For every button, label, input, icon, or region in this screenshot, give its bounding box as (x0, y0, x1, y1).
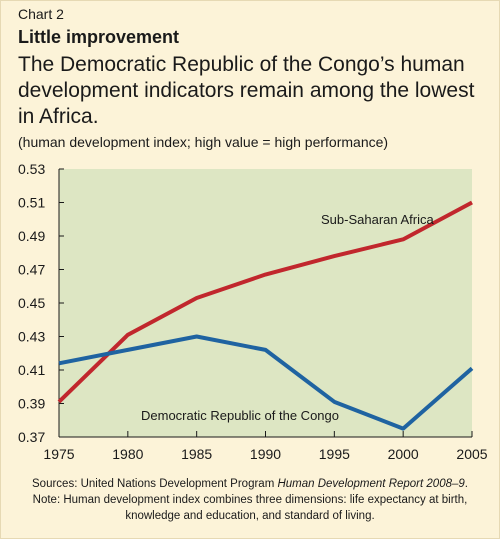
sources-report-title: Human Development Report 2008–9 (277, 478, 465, 490)
series-label-drc: Democratic Republic of the Congo (141, 408, 339, 423)
y-tick-label: 0.53 (18, 161, 45, 177)
y-tick-label: 0.47 (18, 262, 45, 278)
x-tick-label: 1980 (112, 446, 143, 462)
chart-units-note: (human development index; high value = h… (18, 134, 389, 150)
y-tick-label: 0.49 (18, 228, 45, 244)
x-tick-label: 1990 (250, 446, 281, 462)
y-axis: 0.37 0.39 0.41 0.43 0.45 0.47 0.49 0.51 0.53 (18, 161, 64, 445)
note-line-1: Note: Human development index combines t… (32, 494, 468, 506)
x-tick-label: 1995 (319, 446, 350, 462)
x-axis: 1975 1980 1985 1990 1995 2000 2005 (43, 431, 488, 462)
y-tick-label: 0.41 (18, 362, 45, 378)
drc-line (58, 334, 474, 431)
y-tick-label: 0.45 (18, 295, 45, 311)
sub-saharan-africa-line (57, 200, 473, 404)
chart-subtitle: The Democratic Republic of the Congo’s h… (18, 53, 475, 128)
x-tick-label: 1975 (43, 446, 74, 462)
y-tick-label: 0.39 (18, 396, 45, 412)
x-tick-label: 2000 (388, 446, 419, 462)
sources-prefix: Sources: United Nations Development Prog… (32, 478, 278, 490)
y-tick-label: 0.37 (18, 429, 45, 445)
y-tick-label: 0.51 (18, 195, 45, 211)
note-line-2: knowledge and education, and standard of… (125, 510, 375, 522)
sources-line: Sources: United Nations Development Prog… (0, 476, 500, 492)
x-tick-label: 2005 (456, 446, 487, 462)
sources-suffix: . (464, 478, 468, 490)
series-lines (57, 200, 474, 431)
plot-area (59, 169, 472, 437)
y-tick-label: 0.43 (18, 329, 45, 345)
series-labels: Sub-Saharan Africa Democratic Republic of… (141, 212, 435, 423)
chart-headline: Little improvement (18, 27, 180, 47)
chart-footnotes: Sources: United Nations Development Prog… (0, 476, 500, 524)
series-label-sub-saharan-africa: Sub-Saharan Africa (321, 212, 435, 227)
x-tick-label: 1985 (181, 446, 212, 462)
chart-number: Chart 2 (18, 6, 64, 22)
